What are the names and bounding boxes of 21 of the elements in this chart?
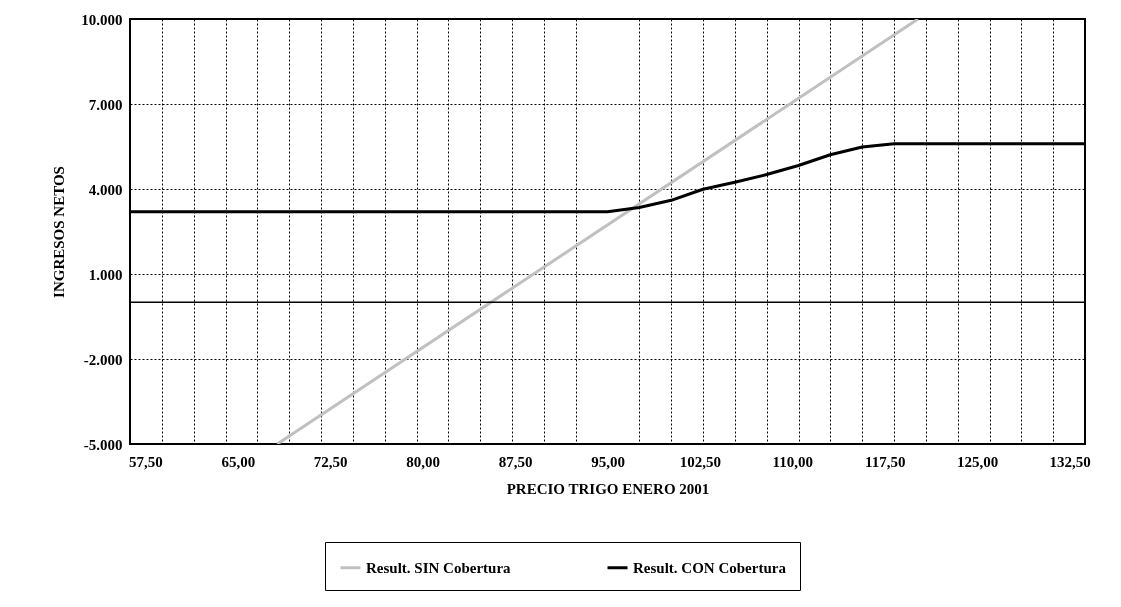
x-axis-title: PRECIO TRIGO ENERO 2001	[506, 480, 710, 497]
x-tick-label: 117,50	[865, 453, 906, 470]
legend-label: Result. CON Cobertura	[633, 559, 787, 576]
x-tick-label: 102,50	[679, 453, 722, 470]
x-tick-label: 132,50	[1049, 453, 1091, 470]
x-tick-label: 72,50	[313, 453, 348, 470]
y-tick-label: -2.000	[83, 351, 123, 368]
y-tick-label: 1.000	[88, 266, 123, 283]
x-tick-label: 95,00	[591, 453, 625, 470]
x-tick-label: 57,50	[129, 453, 163, 470]
legend-label: Result. SIN Cobertura	[366, 559, 512, 576]
x-tick-label: 80,00	[406, 453, 441, 470]
y-tick-label: 10.000	[81, 11, 123, 28]
y-tick-label: -5.000	[83, 436, 123, 453]
x-tick-label: 65,00	[221, 453, 256, 470]
y-tick-label: 4.000	[88, 181, 123, 198]
y-tick-label: 7.000	[88, 96, 123, 113]
x-tick-label: 110,00	[772, 453, 814, 470]
y-axis-title: INGRESOS NETOS	[51, 166, 68, 298]
x-tick-label: 125,00	[957, 453, 999, 470]
x-tick-label: 87,50	[498, 453, 533, 470]
